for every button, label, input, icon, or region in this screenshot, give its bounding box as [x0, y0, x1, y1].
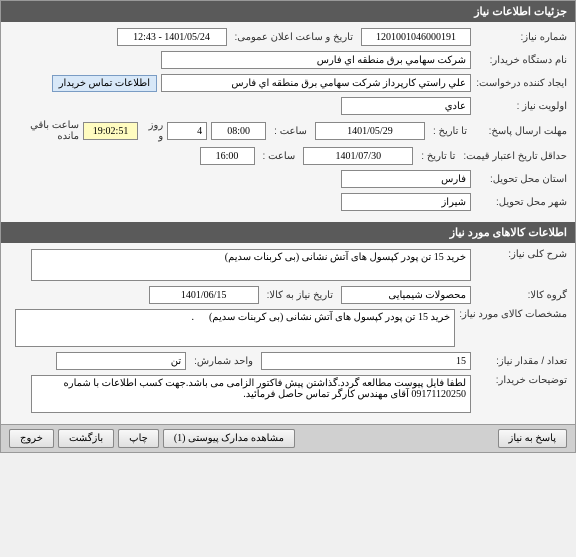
spec-label: مشخصات کالای مورد نیاز: — [459, 309, 567, 320]
buyer-notes-field[interactable] — [31, 375, 471, 413]
requester-field[interactable] — [161, 74, 471, 92]
exit-button[interactable]: خروج — [9, 429, 54, 448]
time-label-1: ساعت : — [270, 126, 311, 137]
deadline-label: مهلت ارسال پاسخ: — [475, 126, 567, 137]
desc-field[interactable] — [31, 249, 471, 281]
goods-info-content: شرح کلی نیاز: گروه کالا: تاریخ نیاز به ک… — [1, 243, 575, 424]
to-date-label-2: تا تاریخ : — [417, 151, 459, 162]
days-and-label: روز و — [142, 120, 163, 142]
group-label: گروه کالا: — [475, 290, 567, 301]
public-announce-label: تاریخ و ساعت اعلان عمومی: — [231, 32, 358, 43]
time-label-2: ساعت : — [259, 151, 300, 162]
price-validity-time-field[interactable] — [200, 147, 255, 165]
to-date-label-1: تا تاریخ : — [429, 126, 471, 137]
row-delivery-province: استان محل تحویل: — [9, 170, 567, 188]
row-spec: مشخصات کالای مورد نیاز: — [9, 309, 567, 347]
buyer-org-field[interactable] — [161, 51, 471, 69]
price-validity-date-field[interactable] — [303, 147, 413, 165]
delivery-city-field[interactable] — [341, 193, 471, 211]
row-buyer-notes: توضیحات خریدار: — [9, 375, 567, 413]
row-delivery-city: شهر محل تحویل: — [9, 193, 567, 211]
row-priority: اولویت نیاز : — [9, 97, 567, 115]
requester-label: ایجاد کننده درخواست: — [475, 78, 567, 89]
row-group: گروه کالا: تاریخ نیاز به کالا: — [9, 286, 567, 304]
attachments-button[interactable]: مشاهده مدارک پیوستی (1) — [163, 429, 295, 448]
section-header-need-details: جزئیات اطلاعات نیاز — [1, 1, 575, 22]
row-buyer-org: نام دستگاه خریدار: — [9, 51, 567, 69]
back-button[interactable]: بازگشت — [58, 429, 114, 448]
priority-label: اولویت نیاز : — [475, 101, 567, 112]
need-no-field[interactable] — [361, 28, 471, 46]
footer-toolbar: پاسخ به نیاز مشاهده مدارک پیوستی (1) چاپ… — [1, 424, 575, 452]
print-button[interactable]: چاپ — [118, 429, 159, 448]
main-container: جزئیات اطلاعات نیاز شماره نیاز: تاریخ و … — [0, 0, 576, 453]
priority-field[interactable] — [341, 97, 471, 115]
buyer-org-label: نام دستگاه خریدار: — [475, 55, 567, 66]
row-qty: تعداد / مقدار نیاز: واحد شمارش: — [9, 352, 567, 370]
row-need-no: شماره نیاز: تاریخ و ساعت اعلان عمومی: — [9, 28, 567, 46]
row-price-validity: حداقل تاریخ اعتبار قیمت: تا تاریخ : ساعت… — [9, 147, 567, 165]
section-header-goods-info: اطلاعات کالاهای مورد نیاز — [1, 222, 575, 243]
delivery-province-label: استان محل تحویل: — [475, 174, 567, 185]
delivery-city-label: شهر محل تحویل: — [475, 197, 567, 208]
row-desc: شرح کلی نیاز: — [9, 249, 567, 281]
deadline-date-field[interactable] — [315, 122, 425, 140]
deadline-time-field[interactable] — [211, 122, 266, 140]
buyer-notes-label: توضیحات خریدار: — [475, 375, 567, 386]
qty-field[interactable] — [261, 352, 471, 370]
unit-label: واحد شمارش: — [190, 356, 257, 367]
unit-field[interactable] — [56, 352, 186, 370]
need-no-label: شماره نیاز: — [475, 32, 567, 43]
qty-label: تعداد / مقدار نیاز: — [475, 356, 567, 367]
reply-button[interactable]: پاسخ به نیاز — [498, 429, 568, 448]
contact-buyer-button[interactable]: اطلاعات تماس خریدار — [52, 75, 157, 92]
need-date-label: تاریخ نیاز به کالا: — [263, 290, 337, 301]
delivery-province-field[interactable] — [341, 170, 471, 188]
time-remaining-field — [83, 122, 138, 140]
price-validity-label: حداقل تاریخ اعتبار قیمت: — [463, 151, 567, 162]
group-field[interactable] — [341, 286, 471, 304]
public-announce-field[interactable] — [117, 28, 227, 46]
need-date-field[interactable] — [149, 286, 259, 304]
remaining-text: ساعت باقي مانده — [9, 120, 79, 142]
desc-label: شرح کلی نیاز: — [475, 249, 567, 260]
row-requester: ایجاد کننده درخواست: اطلاعات تماس خریدار — [9, 74, 567, 92]
need-details-content: شماره نیاز: تاریخ و ساعت اعلان عمومی: نا… — [1, 22, 575, 222]
days-remaining-field — [167, 122, 207, 140]
spec-field[interactable] — [15, 309, 455, 347]
row-deadline: مهلت ارسال پاسخ: تا تاریخ : ساعت : روز و… — [9, 120, 567, 142]
